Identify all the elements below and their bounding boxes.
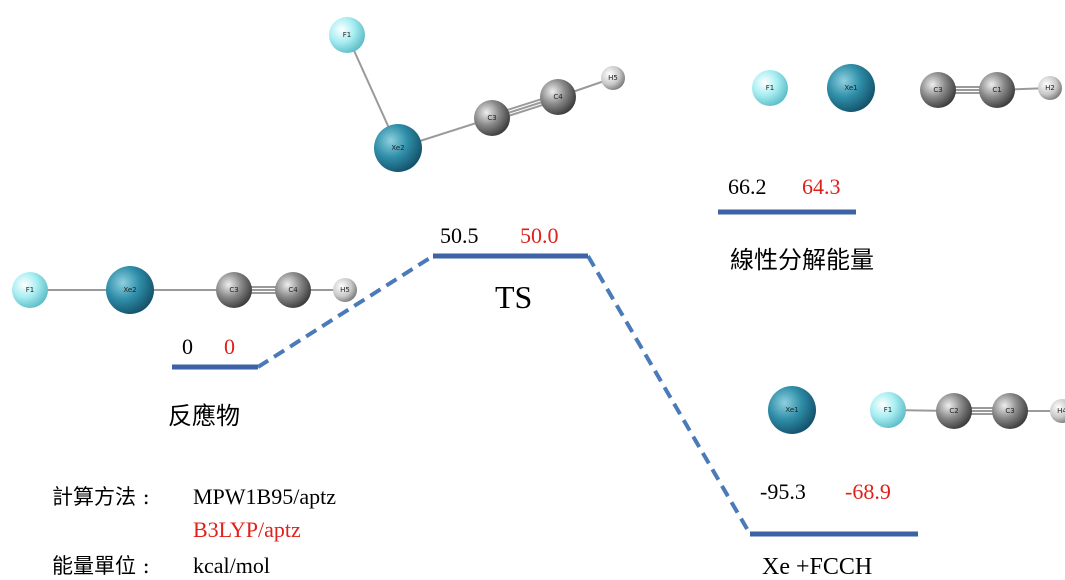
atom-label: C4 xyxy=(288,286,298,294)
energy-value: 0 xyxy=(182,334,193,359)
level-label: Xe +FCCH xyxy=(762,554,872,580)
energy-value: -95.3 xyxy=(760,479,806,504)
energy-value: 66.2 xyxy=(728,174,767,199)
atom-label: F1 xyxy=(884,406,892,414)
atom-label: C3 xyxy=(229,286,238,294)
level-label: 線性分解能量 xyxy=(730,246,874,274)
level-label: TS xyxy=(495,279,532,315)
atom-label: H2 xyxy=(1045,84,1055,92)
energy-value: 50.5 xyxy=(440,223,479,248)
energy-value: 50.0 xyxy=(520,223,559,248)
atom-label: C3 xyxy=(933,86,942,94)
energy-value: 0 xyxy=(224,334,235,359)
atom-label: H4 xyxy=(1057,407,1065,415)
atom-label: F1 xyxy=(343,31,351,39)
method-label: 計算方法 : xyxy=(52,485,150,509)
atom-label: Xe1 xyxy=(785,406,798,414)
method-value: B3LYP/aptz xyxy=(193,517,301,542)
atom-label: Xe1 xyxy=(844,84,857,92)
atom-label: C2 xyxy=(949,407,958,415)
energy-value: 64.3 xyxy=(802,174,841,199)
atom-label: Xe2 xyxy=(123,286,136,294)
path-line xyxy=(258,256,433,367)
path-line xyxy=(588,256,750,534)
atom-label: C4 xyxy=(553,93,563,101)
atom-label: H5 xyxy=(340,286,350,294)
method-value: MPW1B95/aptz xyxy=(193,484,336,509)
atom-label: Xe2 xyxy=(391,144,404,152)
energy-diagram: F1 Xe2 C3 C4 H5 F1 Xe2 C3 C4 H5 F1 Xe1 C3 C1 H2 Xe1 F1 C2… xyxy=(0,0,1065,580)
unit-label: 能量單位 : xyxy=(52,554,150,578)
atom-label: C3 xyxy=(487,114,496,122)
level-label: 反應物 xyxy=(168,402,240,430)
atom-label: C1 xyxy=(992,86,1001,94)
atom-label: H5 xyxy=(608,74,618,82)
unit-value: kcal/mol xyxy=(193,553,270,578)
atom-label: F1 xyxy=(766,84,774,92)
energy-value: -68.9 xyxy=(845,479,891,504)
atom-label: C3 xyxy=(1005,407,1014,415)
atom-label: F1 xyxy=(26,286,34,294)
